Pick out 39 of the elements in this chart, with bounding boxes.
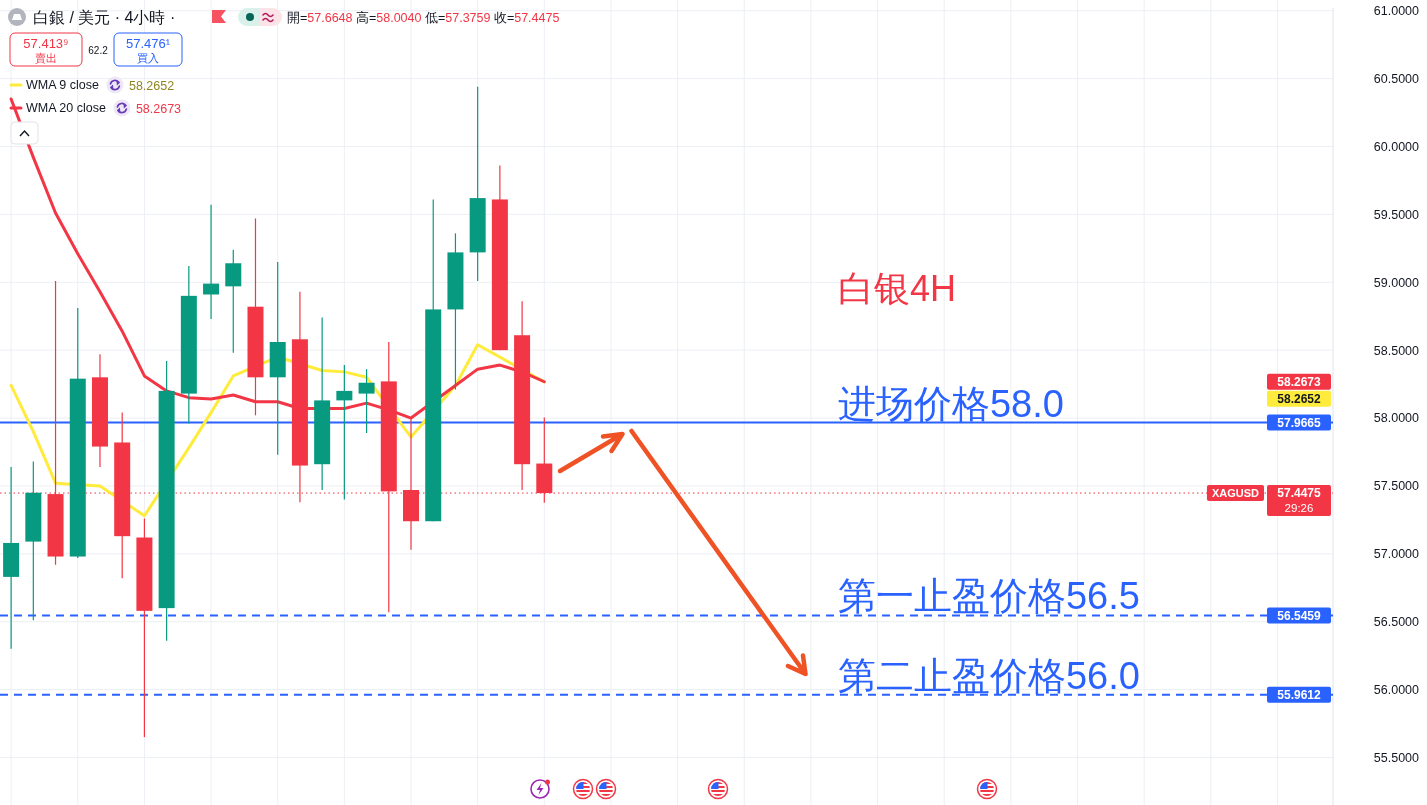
candlestick [336, 364, 353, 501]
candlestick [203, 204, 220, 320]
ref-line-label: 第一止盈价格56.5 [837, 575, 1140, 618]
annotation: 賣出 [35, 52, 57, 64]
annotation: 58.2673 [135, 101, 182, 116]
candlestick [225, 249, 242, 354]
annotation: 55.9612 [1277, 688, 1322, 703]
annotation: 58.2652 [1277, 391, 1322, 406]
annotation: 57.413⁹ [23, 36, 69, 51]
y-tick-label: 60.0000 [1373, 139, 1420, 154]
annotation: 買入 [137, 52, 159, 64]
candlestick [358, 368, 375, 434]
annotation: 62.2 [88, 45, 109, 56]
y-tick-label: 56.0000 [1373, 682, 1420, 697]
y-tick-label: 55.5000 [1373, 750, 1420, 765]
annotation: XAGUSD [1211, 486, 1260, 499]
annotation: 29:26 [1284, 502, 1314, 515]
y-tick-label: 57.0000 [1373, 547, 1420, 562]
annotation: 57.9665 [1277, 415, 1322, 430]
y-tick-label: 58.0000 [1373, 411, 1420, 426]
annotation: 57.476¹ [125, 36, 171, 51]
y-tick-label: 61.0000 [1373, 4, 1420, 19]
annotation: 58.2652 [128, 78, 175, 93]
annotation: 58.2673 [1277, 374, 1322, 389]
annotation: 白银4H [837, 268, 956, 309]
annotation: 56.5459 [1277, 608, 1322, 623]
y-tick-label: 60.5000 [1373, 71, 1420, 86]
ref-line-label: 进场价格58.0 [837, 382, 1064, 425]
ref-line-label: 第二止盈价格56.0 [837, 654, 1140, 697]
legend-label: WMA 9 close [26, 78, 99, 93]
y-tick-label: 59.5000 [1373, 207, 1420, 222]
annotation: 57.4475 [1277, 486, 1322, 501]
annotation: 開=57.6648 高=58.0040 低=57.3759 收=57.4475 [287, 10, 560, 25]
y-tick-label: 58.5000 [1373, 343, 1420, 358]
chart-title: 白銀 / 美元 · 4小時 · [33, 9, 176, 26]
legend-label: WMA 20 close [26, 101, 106, 116]
y-tick-label: 59.0000 [1373, 275, 1420, 290]
y-tick-label: 57.5000 [1373, 479, 1420, 494]
y-tick-label: 56.5000 [1373, 615, 1420, 630]
